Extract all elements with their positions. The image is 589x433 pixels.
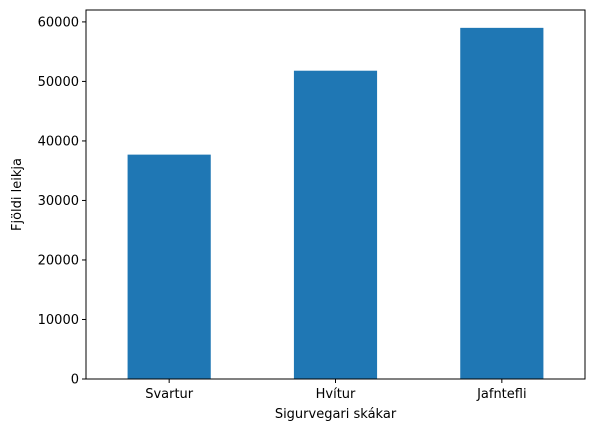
y-tick-label: 0 [71,373,79,388]
bar-hvítur [293,70,378,379]
y-tick-label: 50000 [38,75,79,90]
x-tick-label: Svartur [145,387,194,402]
y-axis-label: Fjöldi leikja [10,158,25,231]
x-axis-label: Sigurvegari skákar [275,407,397,422]
bar-svartur [127,154,211,379]
x-tick-label: Hvítur [316,387,356,402]
y-tick-label: 40000 [38,134,79,149]
x-tick-label: Jafntefli [476,387,527,402]
bar-jafntefli [460,27,544,380]
y-tick-label: 30000 [38,194,79,209]
y-axis-ticks: 0 10000 20000 30000 40000 50000 60000 [38,15,86,388]
y-tick-label: 10000 [38,313,79,328]
y-tick-label: 60000 [38,15,79,30]
x-axis-ticks: Svartur Hvítur Jafntefli [145,379,527,402]
y-tick-label: 20000 [38,253,79,268]
bars-group [127,27,544,380]
